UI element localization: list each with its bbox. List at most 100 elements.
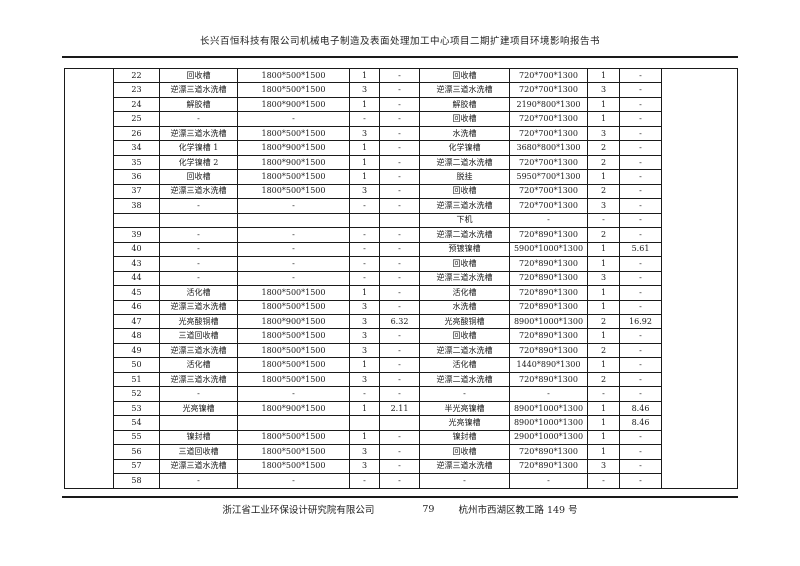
cell-num: 52 (113, 386, 160, 402)
cell-qty1: 3 (349, 183, 380, 200)
cell-size2: 720*700*1300 (509, 111, 588, 127)
cell-name2: 解胶槽 (419, 96, 510, 113)
cell-val1: - (379, 82, 420, 98)
cell-name2: 逆漂三道水洗槽 (419, 270, 510, 287)
cell-val1: - (379, 111, 420, 127)
cell-qty2: 1 (587, 357, 620, 373)
cell-size1: 1800*900*1500 (237, 154, 350, 171)
cell-val1: - (379, 227, 420, 243)
cell-val1: - (379, 444, 420, 460)
cell-name1: 化学镍槽 2 (159, 154, 238, 171)
cell-size2: 720*890*1300 (509, 371, 588, 388)
cell-num: 38 (113, 198, 160, 214)
cell-size1: 1800*500*1500 (237, 183, 350, 200)
cell-num: 51 (113, 371, 160, 388)
cell-name2: 回收槽 (419, 111, 510, 127)
cell-size2: 720*890*1300 (509, 458, 588, 475)
cell-qty2: 1 (587, 256, 620, 272)
cell-name1: - (159, 241, 238, 258)
table-row: 37 逆漂三道水洗槽 1800*500*1500 3- 回收槽 720*700*1300 2… (65, 183, 738, 200)
cell-val2: - (619, 328, 662, 344)
cell-qty1: 3 (349, 371, 380, 388)
cell-size1: 1800*500*1500 (237, 371, 350, 388)
cell-qty2: 1 (587, 328, 620, 344)
cell-size1: 1800*500*1500 (237, 125, 350, 142)
cell-size2: - (509, 212, 588, 229)
cell-size1 (237, 415, 350, 431)
page-footer: 浙江省工业环保设计研究院有限公司 79 杭州市西湖区教工路 149 号 (0, 502, 800, 517)
cell-qty1: 3 (349, 125, 380, 142)
cell-size1: 1800*500*1500 (237, 169, 350, 185)
cell-size1: 1800*900*1500 (237, 313, 350, 330)
cell-size2: 720*890*1300 (509, 227, 588, 243)
cell-size1: 1800*500*1500 (237, 444, 350, 460)
table-row: 58- - - - - - - - (65, 473, 738, 489)
cell-size2: 720*890*1300 (509, 444, 588, 460)
cell-name1: 光亮镍槽 (159, 400, 238, 417)
cell-val1: - (379, 458, 420, 475)
cell-size1: - (237, 270, 350, 287)
cell-size1: - (237, 241, 350, 258)
cell-name1: 逆漂三道水洗槽 (159, 125, 238, 142)
cell-qty1: 1 (349, 357, 380, 373)
table-row: 26 逆漂三道水洗槽 1800*500*1500 3- 水洗槽 720*700*1300 3… (65, 125, 738, 142)
cell-size1: 1800*500*1500 (237, 67, 350, 84)
cell-val1: - (379, 140, 420, 156)
cell-val2: 5.61 (619, 241, 662, 258)
cell-size2: 720*700*1300 (509, 198, 588, 214)
cell-val2: - (619, 111, 662, 127)
footer-company: 浙江省工业环保设计研究院有限公司 (222, 505, 375, 516)
cell-name1: 逆漂三道水洗槽 (159, 342, 238, 359)
cell-size1: - (237, 473, 350, 489)
right-margin-cell (661, 68, 738, 489)
cell-name2: 下机 (419, 212, 510, 229)
cell-name2: 脱挂 (419, 169, 510, 185)
cell-size1: 1800*500*1500 (237, 285, 350, 301)
cell-val1: - (379, 357, 420, 373)
cell-val2: - (619, 458, 662, 475)
cell-val1: - (379, 125, 420, 142)
table-row: 48 三道回收槽 1800*500*1500 3- 回收槽 720*890*1300 1- (65, 328, 738, 344)
footer-address: 杭州市西湖区教工路 149 号 (458, 505, 578, 516)
cell-val2: - (619, 429, 662, 446)
table-row: 34 化学镍槽 1 1800*900*1500 1- 化学镍槽 3680*800*1300… (65, 140, 738, 156)
cell-num: 24 (113, 96, 160, 113)
table-row: 45 活化槽 1800*500*1500 1- 活化槽 720*890*1300 1- (65, 285, 738, 301)
cell-size2: 8900*1000*1300 (509, 400, 588, 417)
cell-name2: - (419, 473, 510, 489)
table-row: 52- - - - - - - - (65, 386, 738, 402)
cell-size2: 5900*1000*1300 (509, 241, 588, 258)
cell-qty1: 1 (349, 285, 380, 301)
cell-name1 (159, 212, 238, 229)
cell-qty2: 3 (587, 125, 620, 142)
cell-num: 35 (113, 154, 160, 171)
cell-num: 43 (113, 256, 160, 272)
cell-qty1: 3 (349, 313, 380, 330)
table-row: 39- - - - 逆漂二道水洗槽 720*890*1300 2- (65, 227, 738, 243)
cell-size1: 1800*500*1500 (237, 82, 350, 98)
cell-size1: - (237, 386, 350, 402)
cell-num: 26 (113, 125, 160, 142)
table-row: 36 回收槽 1800*500*1500 1- 脱挂 5950*700*1300 1- (65, 169, 738, 185)
footer-rule (62, 496, 738, 498)
cell-name2: 回收槽 (419, 67, 510, 84)
cell-qty1 (349, 212, 380, 229)
cell-num: 56 (113, 444, 160, 460)
cell-num: 36 (113, 169, 160, 185)
cell-name1: - (159, 227, 238, 243)
cell-val1: - (379, 429, 420, 446)
table-row: 35 化学镍槽 2 1800*900*1500 1- 逆漂二道水洗槽 720*700*13… (65, 154, 738, 171)
cell-num: 25 (113, 111, 160, 127)
cell-name2: 化学镍槽 (419, 140, 510, 156)
cell-qty2: 2 (587, 342, 620, 359)
cell-name1: 回收槽 (159, 67, 238, 84)
cell-size2: 2190*800*1300 (509, 96, 588, 113)
cell-num: 45 (113, 285, 160, 301)
table-row: 43- - - - 回收槽 720*890*1300 1- (65, 256, 738, 272)
cell-val2: - (619, 256, 662, 272)
cell-val2: - (619, 342, 662, 359)
cell-name2: 水洗槽 (419, 299, 510, 315)
cell-val2: 8.46 (619, 400, 662, 417)
cell-name2: 逆漂二道水洗槽 (419, 227, 510, 243)
